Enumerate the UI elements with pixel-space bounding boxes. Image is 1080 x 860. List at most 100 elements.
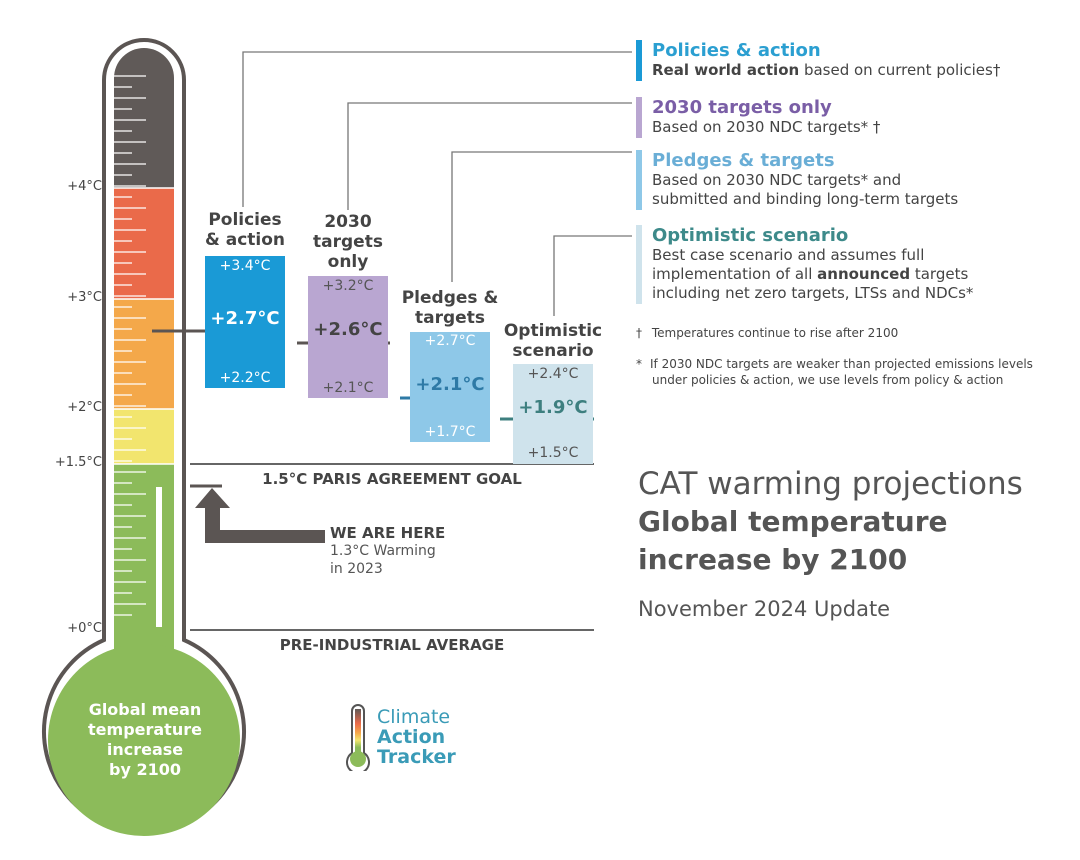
scenario-title-line: Policies (208, 210, 282, 230)
legend-description-line: Real world action based on current polic… (652, 61, 1056, 80)
scenario-title-line: 2030 (324, 212, 372, 232)
current-warming-level (156, 487, 162, 627)
legend-description-segment: submitted and binding long-term targets (652, 190, 959, 208)
legend-description-segment: Based on 2030 NDC targets* † (652, 118, 881, 136)
scenario-title-pledges: Pledges & targets (390, 288, 510, 328)
scenario-bar-pledges: +2.7°C +2.1°C +1.7°C (410, 332, 490, 442)
scenario-low-value: +2.2°C (219, 370, 271, 386)
axis-label-3c: +3°C (67, 290, 102, 305)
axis-label-1-5c: +1.5°C (54, 455, 102, 470)
band-3c-4c (114, 188, 174, 299)
bulb-label-line: Global mean (88, 700, 202, 719)
note-dagger-text: Temperatures continue to rise after 2100 (651, 326, 899, 340)
legend-title: Optimistic scenario (652, 225, 849, 246)
logo-line1: Climate (377, 706, 451, 728)
scenario-title-line: scenario (512, 341, 594, 361)
we-are-here-line: in 2023 (330, 561, 383, 577)
scenario-high-value: +3.2°C (322, 278, 374, 294)
logo-thermometer-icon (346, 704, 370, 771)
climate-action-tracker-logo: Climate Action Tracker (343, 703, 493, 773)
thermometer-bulb (48, 644, 240, 836)
legend-description-segment: Based on 2030 NDC targets* and (652, 171, 902, 189)
legend-description-line: implementation of all announced targets (652, 265, 1056, 284)
scenario-title-2030: 2030 targets only (288, 212, 408, 272)
scenario-title-line: only (327, 252, 369, 272)
legend-description-segment: announced (817, 265, 911, 283)
bulb-label-line: temperature (88, 720, 202, 739)
note-star-line: If 2030 NDC targets are weaker than proj… (650, 357, 1033, 371)
scenario-title-line: & action (204, 230, 286, 250)
band-separators (114, 187, 174, 465)
legend-description-segment: Real world action (652, 61, 800, 79)
scenario-median-value: +2.7°C (210, 308, 280, 329)
we-are-here-line: 1.3°C Warming (330, 543, 436, 559)
legend-description-line: including net zero targets, LTSs and NDC… (652, 284, 1056, 303)
scenario-title-policies: Policies & action (185, 210, 305, 250)
scenario-bar-2030: +3.2°C +2.6°C +2.1°C (308, 276, 388, 398)
legend-item: Optimistic scenario Best case scenario an… (636, 225, 1056, 304)
legend-connectors (242, 51, 632, 316)
legend-title: Pledges & targets (652, 150, 835, 171)
bulb-label-line: by 2100 (109, 760, 181, 779)
axis-label-2c: +2°C (67, 400, 102, 415)
bulb-label-line: increase (106, 740, 184, 759)
legend-item: 2030 targets only Based on 2030 NDC targe… (636, 97, 1056, 138)
note-dagger-symbol: † (636, 326, 642, 340)
scenario-low-value: +2.1°C (322, 380, 374, 396)
legend-description-line: submitted and binding long-term targets (652, 190, 1056, 209)
logo-line3: Tracker (377, 746, 456, 768)
paris-goal-label: 1.5°C PARIS AGREEMENT GOAL (262, 470, 522, 488)
heading-line2: Global temperature (638, 505, 948, 538)
scenario-title-line: Pledges & (401, 288, 499, 308)
pre-industrial-label: PRE-INDUSTRIAL AVERAGE (279, 636, 505, 654)
thermometer-bands (48, 48, 240, 836)
we-are-here-title: WE ARE HERE (330, 524, 446, 542)
scenario-low-value: +1.7°C (424, 424, 476, 440)
heading-line1: CAT warming projections (638, 466, 1023, 502)
band-2c-3c (114, 299, 174, 409)
legend-item: Policies & action Real world action based… (636, 40, 1056, 81)
scenario-median-value: +2.6°C (313, 319, 383, 340)
thermometer-ticks (114, 75, 146, 616)
legend-description-segment: based on current policies† (799, 61, 1001, 79)
axis-label-0c: +0°C (67, 621, 102, 636)
band-1-5c-2c (114, 409, 174, 464)
bulb-label: Global mean temperature increase by 2100 (60, 700, 230, 780)
note-star: * If 2030 NDC targets are weaker than pro… (636, 356, 1056, 388)
scenario-high-value: +2.7°C (424, 333, 476, 349)
scenario-high-value: +2.4°C (527, 366, 579, 382)
legend-description-line: Based on 2030 NDC targets* † (652, 118, 1056, 137)
scenario-median-value: +1.9°C (518, 397, 588, 418)
scenario-low-value: +1.5°C (527, 445, 579, 461)
scenario-title-line: Optimistic (503, 321, 603, 341)
scenario-bar-optimistic: +2.4°C +1.9°C +1.5°C (513, 364, 593, 464)
heading-line3: increase by 2100 (638, 543, 908, 576)
legend-title: 2030 targets only (652, 97, 832, 118)
legend-color-bar (636, 40, 642, 81)
heading: CAT warming projections Global temperatu… (638, 465, 1058, 621)
we-are-here-label: WE ARE HERE 1.3°C Warming in 2023 (330, 524, 445, 578)
legend-description-segment: targets (910, 265, 969, 283)
we-are-here-arrow (195, 488, 325, 543)
legend-color-bar (636, 150, 642, 210)
band-above-4c (114, 48, 174, 188)
scenario-bar-policies: +3.4°C +2.7°C +2.2°C (205, 256, 285, 388)
scenario-title-line: targets (313, 232, 383, 252)
legend-color-bar (636, 225, 642, 304)
scenario-title-optimistic: Optimistic scenario (493, 321, 613, 361)
legend-description-line: Based on 2030 NDC targets* and (652, 171, 1056, 190)
scenario-high-value: +3.4°C (219, 258, 271, 274)
legend-description-segment: including net zero targets, LTSs and NDC… (652, 284, 974, 302)
scenario-median-value: +2.1°C (415, 374, 485, 395)
logo-line2: Action (377, 726, 446, 748)
legend-description-segment: Best case scenario and assumes full (652, 246, 925, 264)
legend-description-line: Best case scenario and assumes full (652, 246, 1056, 265)
legend-item: Pledges & targets Based on 2030 NDC targe… (636, 150, 1056, 210)
legend-description-segment: implementation of all (652, 265, 818, 283)
note-star-line: under policies & action, we use levels f… (652, 373, 1004, 387)
legend-title: Policies & action (652, 40, 821, 61)
axis-label-4c: +4°C (67, 179, 102, 194)
legend-color-bar (636, 97, 642, 138)
heading-update: November 2024 Update (638, 597, 891, 621)
